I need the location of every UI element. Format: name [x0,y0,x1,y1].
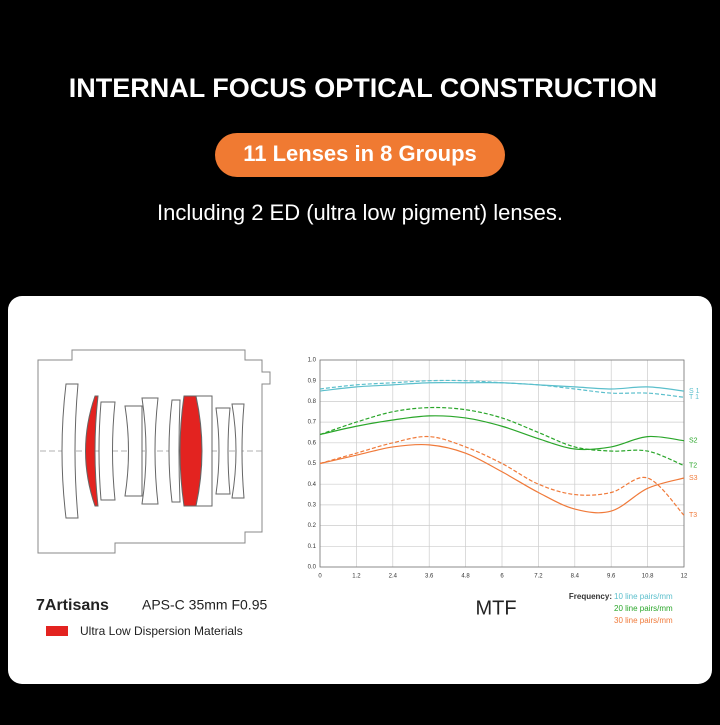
series-label: S3 [689,475,698,482]
y-tick-label: 0.8 [308,399,317,405]
y-tick-label: 0.5 [308,461,317,467]
x-tick-label: 4.8 [461,574,470,580]
x-tick-label: 2.4 [389,574,398,580]
card [8,296,712,684]
x-tick-label: 6 [500,574,504,580]
y-tick-label: 0.2 [308,523,317,529]
y-tick-label: 0.7 [308,420,317,426]
mtf-line [319,379,685,398]
badge-bg [215,133,505,177]
frequency-entry: 20 line pairs/mm [614,604,673,613]
mtf-line [319,435,685,516]
plot: 0.0 0.1 0.2 0.3 0.4 0.5 0.6 0.7 0.8 0.9 1.0 0 1.2 2.4… [308,358,700,626]
lens [124,405,143,497]
y-tick-label: 0.9 [308,378,317,384]
lens [231,403,245,499]
x-tick-label: 8.4 [571,574,580,580]
model: APS-C 35mm F0.95 [142,597,267,613]
x-tick-label: 0 [318,574,322,580]
brand: 7Artisans [36,597,109,614]
x-tick-label: 3.6 [425,574,434,580]
series-label: S2 [689,438,698,445]
x-tick-label: 12 [681,574,688,580]
y-tick-label: 0.0 [308,565,317,571]
y-tick-label: 0.1 [308,544,317,550]
y-tick-label: 0.4 [308,482,317,488]
mtf-line [319,443,685,514]
barrel [37,349,271,554]
lens [195,395,213,507]
legend-swatch [46,626,68,636]
y-tick-label: 0.6 [308,440,317,446]
x-tick-label: 1.2 [352,574,361,580]
series-label: T 1 [689,394,699,401]
series-label: S 1 [689,388,700,395]
lens [98,401,116,501]
legend-label: Ultra Low Dispersion Materials [80,624,243,638]
subtitle: Including 2 ED (ultra low pigment) lense… [157,200,563,225]
y-tick-label: 1.0 [308,358,317,364]
lens [141,397,159,505]
x-tick-label: 10.8 [642,574,654,580]
lens [61,383,79,519]
lens [168,399,181,503]
chart-title: MTF [475,597,516,619]
mtf-line [319,406,685,467]
frequency-entry: 30 line pairs/mm [614,616,673,625]
frequency-label: Frequency: [569,592,612,601]
lens-diagram [37,349,271,554]
title: INTERNAL FOCUS OPTICAL CONSTRUCTION [69,73,658,103]
badge: 11 Lenses in 8 Groups [243,141,477,166]
ed-lens [85,395,99,507]
y-tick-label: 0.3 [308,502,317,508]
series-label: T2 [689,462,697,469]
lens [215,407,231,495]
x-tick-label: 7.2 [534,574,543,580]
mtf-line [319,415,685,451]
series-label: T3 [689,512,697,519]
x-tick-label: 9.6 [607,574,616,580]
frequency-entry: 10 line pairs/mm [614,592,673,601]
